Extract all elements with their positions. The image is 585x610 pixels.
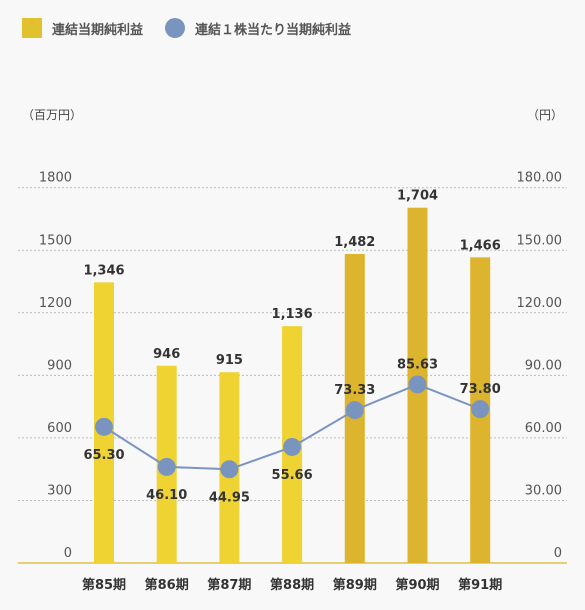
category-label: 第91期	[458, 577, 502, 593]
legend: 連結当期純利益 連結１株当たり当期純利益	[22, 18, 373, 38]
eps-value-label: 46.10	[146, 488, 187, 503]
right-tick-label: 180.00	[517, 171, 563, 186]
right-tick-label: 120.00	[517, 296, 563, 311]
right-tick-label: 60.00	[525, 421, 562, 436]
bar-value-label: 1,482	[334, 235, 375, 250]
eps-value-label: 73.80	[460, 382, 501, 397]
bar-value-label: 1,136	[272, 307, 313, 322]
legend-item-eps: 連結１株当たり当期純利益	[165, 18, 351, 38]
left-axis-unit: （百万円）	[22, 108, 83, 122]
bar-value-label: 1,466	[460, 238, 501, 253]
eps-value-label: 44.95	[209, 490, 250, 505]
legend-line-label: 連結１株当たり当期純利益	[195, 22, 352, 38]
eps-marker	[345, 401, 364, 420]
category-label: 第90期	[395, 577, 439, 593]
eps-marker	[220, 460, 239, 479]
eps-value-label: 73.33	[334, 383, 375, 398]
left-tick-label: 600	[47, 421, 72, 436]
bar-value-label: 1,704	[397, 189, 438, 204]
bar-value-label: 1,346	[83, 263, 124, 278]
eps-value-label: 55.66	[272, 468, 313, 483]
right-tick-label: 150.00	[517, 233, 563, 248]
legend-bar-swatch	[22, 18, 42, 38]
category-label: 第85期	[82, 577, 126, 593]
bar-value-label: 915	[216, 353, 243, 368]
right-tick-label: 90.00	[525, 358, 562, 373]
eps-marker	[471, 400, 490, 419]
legend-bar-label: 連結当期純利益	[52, 22, 144, 38]
category-label: 第89期	[333, 577, 377, 593]
legend-item-net-income: 連結当期純利益	[22, 18, 143, 38]
eps-value-label: 85.63	[397, 357, 438, 372]
category-label: 第86期	[145, 577, 189, 593]
eps-marker	[408, 375, 427, 394]
eps-marker	[95, 417, 113, 436]
left-tick-label: 900	[47, 358, 72, 373]
right-tick-label: 30.00	[525, 483, 562, 498]
eps-marker	[157, 457, 176, 476]
right-tick-label: 0	[554, 546, 562, 561]
left-tick-label: 1200	[39, 296, 72, 311]
left-tick-label: 1500	[39, 233, 72, 248]
left-tick-label: 0	[64, 546, 72, 561]
legend-line-marker	[165, 18, 186, 38]
left-tick-label: 1800	[39, 171, 72, 186]
left-tick-label: 300	[47, 483, 72, 498]
bar-value-label: 946	[153, 347, 180, 362]
right-axis-unit: （円）	[526, 108, 563, 122]
category-label: 第88期	[270, 577, 314, 593]
category-label: 第87期	[207, 577, 251, 593]
eps-value-label: 65.30	[83, 448, 124, 463]
eps-marker	[283, 437, 302, 456]
